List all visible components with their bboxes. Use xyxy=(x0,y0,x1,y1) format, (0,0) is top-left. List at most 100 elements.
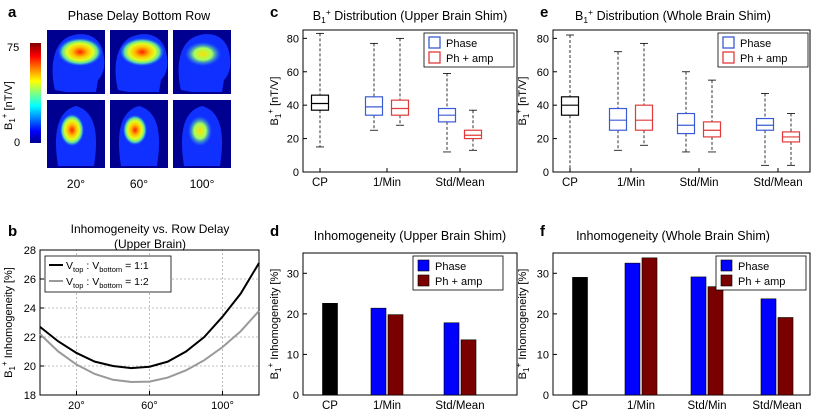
e-ylabel: B1+ [nT/V] xyxy=(514,77,531,126)
c-box-1 xyxy=(364,42,384,131)
column-label-60: 60° xyxy=(130,177,148,191)
e-box-6 xyxy=(781,113,801,166)
c-axes-frame xyxy=(302,29,518,173)
e-ytick-label-60: 60 xyxy=(537,67,549,79)
box-chart-c: 0 20 40 60 80 CP 1/Min Std/Mean B1+ [nT/V] Phase P… xyxy=(266,29,518,189)
hotspot-sagittal-20 xyxy=(58,38,102,66)
panel-f: f Inhomogeneity (Whole Brain Shim) 0 10 20… xyxy=(514,223,811,410)
d-ytick-label-20: 20 xyxy=(287,309,299,321)
e-box-body-2 xyxy=(634,104,654,131)
panel-e: e B1+ Distribution (Whole Brain Shim) 0 2… xyxy=(514,4,811,189)
e-legend-label-phase: Phase xyxy=(740,38,771,50)
panel-a: a Phase Delay Bottom Row 75 0 B1+ [nT/V]… xyxy=(0,4,231,191)
c-xtick-label-1: 1/Min xyxy=(373,177,401,189)
c-ylabel: B1+ [nT/V] xyxy=(266,77,283,126)
hotspot-sagittal-60 xyxy=(120,38,164,66)
f-bar-0 xyxy=(572,277,588,396)
c-xtick-label-0: CP xyxy=(312,177,328,189)
e-box-1 xyxy=(608,51,628,151)
d-ytick-label-10: 10 xyxy=(287,349,299,361)
e-xtick-label-2: Std/Min xyxy=(680,177,719,189)
b-ytick-label-22: 22 xyxy=(24,332,36,344)
e-legend-label-ph-amp: Ph + amp xyxy=(740,53,787,65)
b-ytick-label-26: 26 xyxy=(24,274,36,286)
c-ytick-label-0: 0 xyxy=(293,167,299,179)
panel-letter-f: f xyxy=(540,223,546,240)
b-xtick-label-100: 100° xyxy=(211,400,234,410)
box-chart-e: 0 20 40 60 80 CP 1/Min Std/Min Std/Mean B1+ [nT/V… xyxy=(514,29,811,189)
b-ytick-label-18: 18 xyxy=(24,390,36,402)
e-box-3 xyxy=(676,71,696,153)
f-xtick-label-3: Std/Mean xyxy=(752,400,801,410)
d-bar-2 xyxy=(387,314,404,396)
b-ytick-label-28: 28 xyxy=(24,245,36,257)
d-xtick-label-1: 1/Min xyxy=(373,400,401,410)
f-bar-2 xyxy=(641,257,658,396)
c-xtick-label-2: Std/Mean xyxy=(435,177,484,189)
colorbar-max-label: 75 xyxy=(7,42,19,54)
panel-e-title: B1+ Distribution (Whole Brain Shim) xyxy=(575,7,771,25)
f-xtick-label-2: Std/Min xyxy=(688,400,727,410)
c-legend-swatch-ph-amp xyxy=(428,51,441,64)
f-ytick-label-0: 0 xyxy=(543,390,549,402)
e-box-body-0 xyxy=(560,96,580,116)
d-bar-0 xyxy=(322,303,338,396)
b-xtick-label-20: 20° xyxy=(68,400,85,410)
f-bar-5 xyxy=(760,298,777,396)
f-bar-3 xyxy=(690,276,707,396)
panel-d: d Inhomogeneity (Upper Brain Shim) 0 10 20… xyxy=(266,223,518,410)
panel-c-title: B1+ Distribution (Upper Brain Shim) xyxy=(313,7,508,25)
e-box-0 xyxy=(560,34,580,173)
e-box-5 xyxy=(755,93,775,166)
d-bar-4 xyxy=(460,339,477,396)
d-axes-frame xyxy=(302,252,518,396)
c-legend-swatch-phase xyxy=(428,36,441,49)
e-box-body-4 xyxy=(702,121,722,138)
e-legend xyxy=(717,32,809,68)
e-box-body-3 xyxy=(676,112,696,135)
b-ylabel: B1+ Inhomogeneity [%] xyxy=(0,267,17,378)
d-legend-swatch-phase xyxy=(417,259,430,272)
b-series-1-2 xyxy=(39,310,260,383)
panel-letter-a: a xyxy=(8,4,17,21)
d-ytick-label-30: 30 xyxy=(287,268,299,280)
d-bar-1 xyxy=(370,307,387,396)
f-bar-1 xyxy=(624,262,641,396)
colorbar-label: B1+ [nT/V] xyxy=(0,81,17,130)
colorbar-min-label: 0 xyxy=(14,137,20,149)
d-legend-label-ph-amp: Ph + amp xyxy=(435,276,482,288)
e-ytick-label-80: 80 xyxy=(537,33,549,45)
d-legend-label-phase: Phase xyxy=(435,261,466,273)
hotspot-coronal-100 xyxy=(188,116,212,146)
line-chart-b: 18 20 22 24 26 28 20° 60° 100° B1+ Inhomogeneity … xyxy=(0,245,260,410)
panel-d-title: Inhomogeneity (Upper Brain Shim) xyxy=(314,229,506,243)
e-legend-swatch-phase xyxy=(722,36,735,49)
c-box-body-1 xyxy=(364,96,384,116)
f-ytick-label-10: 10 xyxy=(537,349,549,361)
c-box-0 xyxy=(310,32,330,148)
hotspot-coronal-20 xyxy=(60,114,84,146)
e-box-body-1 xyxy=(608,107,628,131)
column-label-100: 100° xyxy=(190,177,215,191)
e-xtick-label-3: Std/Mean xyxy=(753,177,802,189)
hotspot-coronal-60 xyxy=(123,115,147,145)
f-ytick-label-20: 20 xyxy=(537,309,549,321)
e-xtick-label-1: 1/Min xyxy=(617,177,645,189)
f-legend-swatch-phase xyxy=(720,259,733,272)
panel-letter-b: b xyxy=(8,223,17,240)
panel-b: b Inhomogeneity vs. Row Delay (Upper Bra… xyxy=(0,222,260,410)
d-xtick-label-0: CP xyxy=(322,400,338,410)
c-legend xyxy=(423,32,515,68)
f-xtick-label-1: 1/Min xyxy=(627,400,655,410)
c-box-body-4 xyxy=(463,129,483,140)
c-box-3 xyxy=(437,73,457,153)
b-ytick-label-24: 24 xyxy=(24,303,36,315)
hotspot-sagittal-100 xyxy=(185,42,221,66)
e-box-body-5 xyxy=(755,117,775,131)
e-xtick-label-0: CP xyxy=(562,177,578,189)
c-legend-label-phase: Phase xyxy=(446,38,477,50)
panel-f-title: Inhomogeneity (Whole Brain Shim) xyxy=(576,229,770,243)
e-ytick-label-20: 20 xyxy=(537,134,549,146)
b-legend xyxy=(44,255,172,293)
